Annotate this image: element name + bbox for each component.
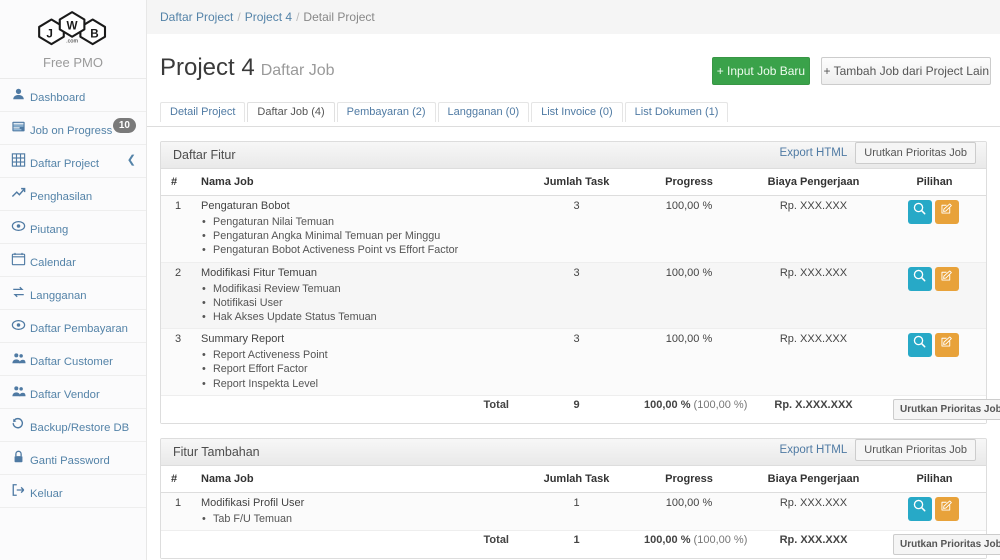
- svg-text:J: J: [46, 27, 53, 40]
- svg-text:.com: .com: [66, 38, 78, 44]
- svg-text:W: W: [67, 19, 79, 32]
- svg-text:B: B: [90, 27, 98, 40]
